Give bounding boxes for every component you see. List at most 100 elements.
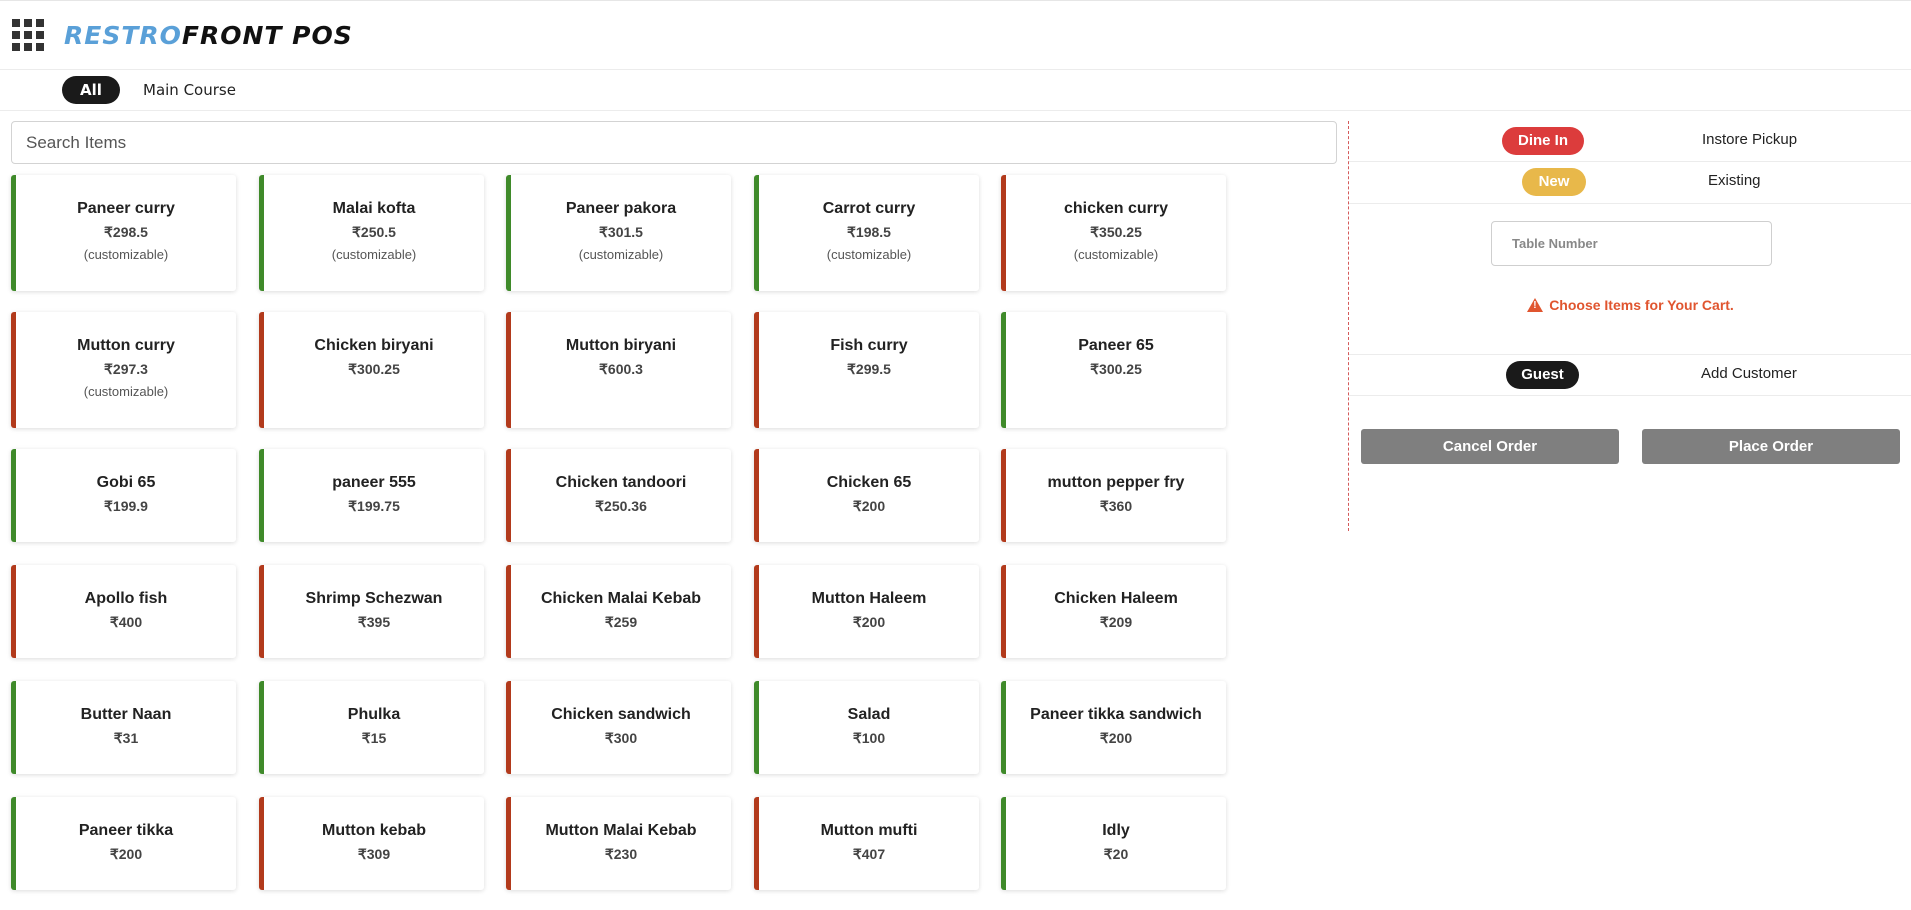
menu-item-card[interactable]: Paneer tikka ₹200 — [11, 797, 236, 890]
menu-item-card[interactable]: Chicken 65 ₹200 — [754, 449, 979, 542]
menu-item-price: ₹297.3 — [104, 361, 148, 377]
menu-item-name: Malai kofta — [332, 200, 416, 217]
menu-item-card[interactable]: mutton pepper fry ₹360 — [1001, 449, 1226, 542]
menu-item-card[interactable]: Chicken Haleem ₹209 — [1001, 565, 1226, 658]
menu-item-price: ₹250.5 — [352, 224, 396, 240]
menu-item-card[interactable]: Gobi 65 ₹199.9 — [11, 449, 236, 542]
menu-item-card[interactable]: Phulka ₹15 — [259, 681, 484, 774]
menu-item-price: ₹199.75 — [348, 497, 400, 514]
add-customer-button[interactable]: Add Customer — [1701, 365, 1797, 382]
category-tab-main-course[interactable]: Main Course — [143, 81, 236, 99]
menu-item-name: Paneer 65 — [1078, 337, 1154, 354]
menu-item-customizable-note: (customizable) — [331, 247, 417, 262]
menu-item-card[interactable]: Mutton Haleem ₹200 — [754, 565, 979, 658]
menu-item-card[interactable]: Mutton kebab ₹309 — [259, 797, 484, 890]
menu-item-price: ₹200 — [852, 497, 886, 514]
menu-item-card[interactable]: Fish curry ₹299.5 — [754, 312, 979, 428]
menu-item-name: Chicken 65 — [826, 473, 912, 491]
menu-item-price: ₹301.5 — [599, 224, 643, 240]
search-input[interactable] — [11, 121, 1337, 164]
menu-item-name: Shrimp Schezwan — [305, 589, 443, 607]
menu-item-card[interactable]: Chicken Malai Kebab ₹259 — [506, 565, 731, 658]
menu-item-price: ₹200 — [852, 613, 886, 630]
menu-item-name: mutton pepper fry — [1047, 473, 1185, 491]
divider — [1349, 203, 1911, 204]
menu-item-price: ₹350.25 — [1090, 224, 1142, 240]
menu-item-price: ₹259 — [604, 613, 638, 630]
menu-item-customizable-note: (customizable) — [578, 247, 664, 262]
menu-item-price: ₹250.36 — [595, 497, 647, 514]
menu-item-name: Butter Naan — [80, 705, 172, 723]
menu-item-card[interactable]: paneer 555 ₹199.75 — [259, 449, 484, 542]
menu-item-name: Chicken biryani — [314, 337, 434, 354]
apps-grid-icon[interactable] — [12, 19, 44, 51]
menu-item-price: ₹209 — [1099, 613, 1133, 630]
menu-item-name: Phulka — [347, 705, 401, 723]
menu-item-customizable-note: (customizable) — [1073, 247, 1159, 262]
menu-item-card[interactable]: chicken curry ₹350.25 (customizable) — [1001, 175, 1226, 291]
menu-item-name: Idly — [1102, 821, 1130, 839]
menu-item-card[interactable]: Mutton curry ₹297.3 (customizable) — [11, 312, 236, 428]
menu-item-name: Fish curry — [830, 337, 908, 354]
new-table-button[interactable]: New — [1522, 168, 1586, 196]
menu-item-name: chicken curry — [1063, 200, 1169, 217]
cart-empty-warning: Choose Items for Your Cart. — [1349, 296, 1911, 313]
menu-item-card[interactable]: Paneer 65 ₹300.25 — [1001, 312, 1226, 428]
menu-item-price: ₹200 — [109, 845, 143, 862]
menu-item-price: ₹230 — [604, 845, 638, 862]
cart-panel: Dine In Instore Pickup New Existing Choo… — [1348, 121, 1911, 531]
menu-item-card[interactable]: Carrot curry ₹198.5 (customizable) — [754, 175, 979, 291]
guest-button[interactable]: Guest — [1506, 361, 1579, 389]
menu-item-card[interactable]: Shrimp Schezwan ₹395 — [259, 565, 484, 658]
menu-item-card[interactable]: Mutton biryani ₹600.3 — [506, 312, 731, 428]
menu-item-price: ₹15 — [361, 729, 387, 746]
app-logo: RESTROFRONT POS — [64, 21, 353, 50]
menu-item-price: ₹198.5 — [847, 224, 891, 240]
category-tab-all[interactable]: All — [62, 76, 120, 104]
menu-item-price: ₹299.5 — [847, 361, 891, 377]
menu-item-card[interactable]: Paneer pakora ₹301.5 (customizable) — [506, 175, 731, 291]
table-number-input[interactable] — [1491, 221, 1772, 266]
place-order-button[interactable]: Place Order — [1642, 429, 1900, 464]
menu-item-card[interactable]: Chicken biryani ₹300.25 — [259, 312, 484, 428]
menu-item-card[interactable]: Paneer curry ₹298.5 (customizable) — [11, 175, 236, 291]
menu-item-name: Mutton mufti — [820, 821, 918, 839]
dine-in-button[interactable]: Dine In — [1502, 127, 1584, 155]
menu-item-card[interactable]: Chicken sandwich ₹300 — [506, 681, 731, 774]
existing-table-button[interactable]: Existing — [1708, 172, 1761, 189]
menu-item-name: Mutton biryani — [565, 337, 677, 354]
menu-item-card[interactable]: Paneer tikka sandwich ₹200 — [1001, 681, 1226, 774]
menu-item-price: ₹407 — [852, 845, 886, 862]
menu-item-card[interactable]: Mutton Malai Kebab ₹230 — [506, 797, 731, 890]
menu-item-name: Chicken Malai Kebab — [540, 589, 702, 607]
top-bar: RESTROFRONT POS — [0, 0, 1911, 70]
menu-item-price: ₹31 — [113, 729, 139, 746]
instore-pickup-button[interactable]: Instore Pickup — [1702, 131, 1798, 148]
menu-item-name: Mutton Haleem — [811, 589, 927, 607]
menu-item-card[interactable]: Butter Naan ₹31 — [11, 681, 236, 774]
cancel-order-button[interactable]: Cancel Order — [1361, 429, 1619, 464]
warning-triangle-icon — [1527, 298, 1544, 312]
menu-item-name: Carrot curry — [822, 200, 916, 217]
menu-item-card[interactable]: Malai kofta ₹250.5 (customizable) — [259, 175, 484, 291]
menu-item-price: ₹300.25 — [1090, 361, 1142, 377]
menu-item-card[interactable]: Idly ₹20 — [1001, 797, 1226, 890]
menu-item-name: Paneer curry — [77, 200, 175, 217]
menu-item-card[interactable]: Apollo fish ₹400 — [11, 565, 236, 658]
menu-item-card[interactable]: Salad ₹100 — [754, 681, 979, 774]
menu-item-price: ₹298.5 — [104, 224, 148, 240]
menu-item-name: Mutton Malai Kebab — [545, 821, 697, 839]
menu-item-card[interactable]: Mutton mufti ₹407 — [754, 797, 979, 890]
menu-item-card[interactable]: Chicken tandoori ₹250.36 — [506, 449, 731, 542]
category-bar: All Main Course — [0, 70, 1911, 111]
menu-item-price: ₹199.9 — [104, 497, 148, 514]
menu-item-price: ₹395 — [357, 613, 391, 630]
menu-item-price: ₹400 — [109, 613, 143, 630]
menu-item-price: ₹309 — [357, 845, 391, 862]
menu-item-name: paneer 555 — [332, 473, 416, 491]
menu-item-price: ₹300.25 — [348, 361, 400, 377]
menu-item-name: Chicken Haleem — [1054, 589, 1178, 607]
menu-item-price: ₹100 — [852, 729, 886, 746]
logo-text-secondary: FRONT POS — [181, 21, 353, 50]
menu-item-customizable-note: (customizable) — [83, 384, 169, 399]
